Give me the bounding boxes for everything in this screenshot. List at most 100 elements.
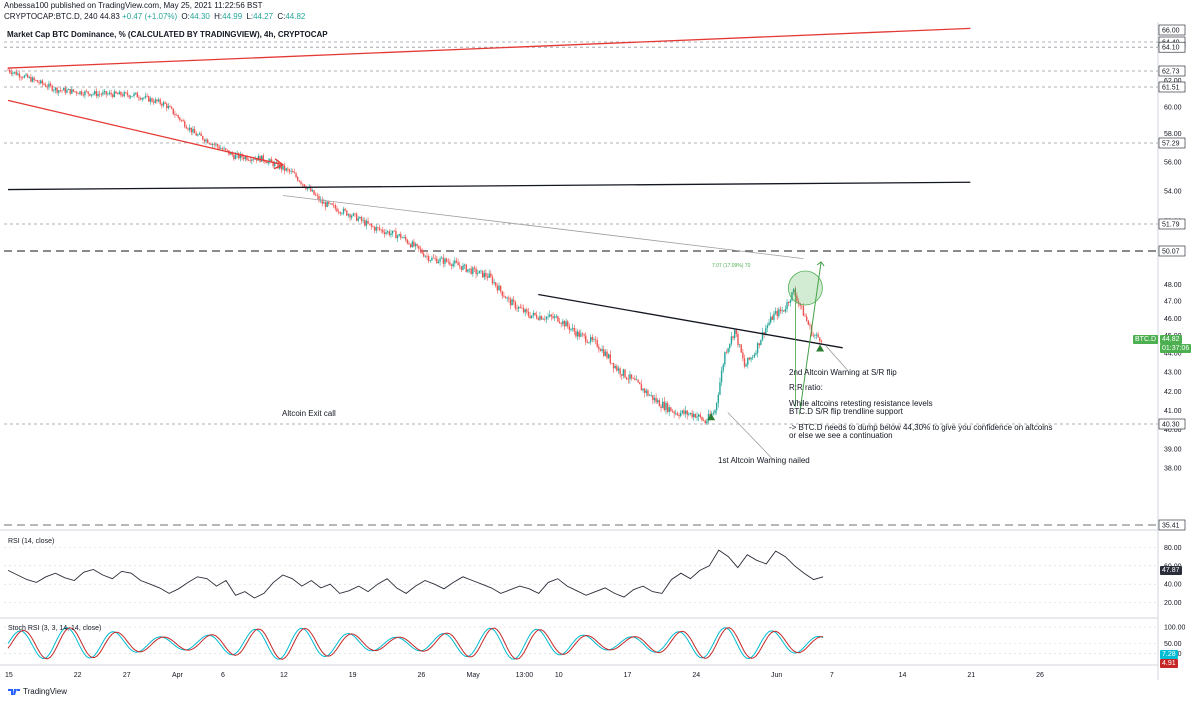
projection-arrowhead — [816, 261, 825, 267]
stoch-pane-label: Stoch RSI (3, 3, 14, 14, close) — [8, 625, 102, 632]
candle-body — [449, 262, 451, 265]
candle-body — [607, 354, 610, 358]
candle-body — [789, 300, 792, 303]
candle-body — [38, 82, 40, 84]
candle-body — [549, 314, 551, 317]
candle-body — [665, 403, 667, 410]
price-level-tag-text: 62.73 — [1162, 69, 1180, 76]
candle-body — [786, 302, 788, 310]
candle-body — [768, 322, 770, 326]
candle-body — [706, 421, 708, 424]
candle-body — [693, 414, 695, 418]
candle-body — [282, 165, 284, 170]
candle-body — [783, 310, 785, 312]
candle-body — [550, 314, 553, 317]
candle-body — [817, 334, 819, 338]
candle-body — [807, 320, 810, 325]
warning-up-arrow-icon — [707, 413, 716, 421]
candle-body — [802, 305, 805, 316]
candle-body — [411, 241, 413, 248]
x-axis-tick-label: May — [467, 672, 481, 679]
candle-body — [737, 333, 739, 345]
candle-body — [594, 339, 597, 341]
candle-body — [383, 232, 386, 235]
candle-body — [414, 243, 417, 247]
candle-body — [395, 230, 397, 239]
candle-body — [123, 92, 125, 97]
rsi-axis-tick-label: 20.00 — [1164, 600, 1182, 607]
candle-body — [216, 144, 219, 147]
candle-body — [619, 368, 621, 375]
candle-body — [416, 243, 418, 246]
dump-note-2: or else we see a continuation — [789, 431, 893, 440]
candle-body — [200, 133, 202, 137]
candle-body — [41, 80, 44, 84]
candle-body — [637, 379, 639, 383]
candle-body — [331, 203, 333, 205]
candle-body — [632, 378, 634, 379]
candle-body — [157, 99, 160, 102]
candle-body — [203, 139, 206, 142]
candle-body — [341, 213, 343, 215]
candle-body — [485, 272, 487, 277]
candle-body — [61, 90, 63, 91]
candle-body — [501, 291, 503, 296]
candle-body — [539, 316, 541, 320]
candle-body — [616, 366, 618, 371]
candle-body — [326, 201, 328, 207]
price-axis-tick-label: 39.00 — [1164, 446, 1182, 453]
candle-body — [727, 348, 729, 353]
candle-body — [95, 91, 98, 97]
candle-body — [814, 335, 816, 337]
candle-body — [393, 230, 395, 232]
candle-body — [121, 95, 124, 97]
candle-body — [305, 186, 307, 190]
price-axis-tick-label: 60.00 — [1164, 105, 1182, 112]
candle-body — [787, 302, 790, 303]
candle-body — [699, 414, 702, 418]
candle-body — [300, 181, 302, 184]
candle-body — [519, 306, 521, 308]
price-axis-tick-label: 48.00 — [1164, 282, 1182, 289]
candle-body — [421, 249, 423, 254]
candle-body — [498, 285, 500, 291]
symbol-price-tag: BTC.D — [1133, 335, 1158, 344]
price-level-tag-text: 64.10 — [1162, 45, 1180, 52]
candle-body — [293, 172, 296, 174]
candle-body — [820, 340, 823, 342]
candle-body — [231, 152, 233, 156]
candle-body — [409, 244, 412, 248]
candle-body — [490, 273, 492, 277]
candle-body — [234, 154, 237, 160]
candle-body — [406, 239, 409, 244]
candle-body — [436, 258, 438, 264]
candle-body — [252, 159, 255, 161]
low-label: L: — [246, 12, 254, 21]
rsi-axis-tick-label: 80.00 — [1164, 545, 1182, 552]
candle-body — [31, 77, 34, 82]
candle-body — [97, 93, 99, 97]
candle-body — [108, 92, 111, 94]
publisher-line: Anbessa100 published on TradingView.com,… — [4, 1, 263, 10]
candle-body — [809, 324, 811, 326]
candle-body — [87, 91, 89, 94]
candle-body — [67, 88, 70, 90]
candle-body — [25, 74, 27, 76]
candle-body — [575, 331, 577, 337]
trendline-gray — [282, 195, 804, 260]
candle-body — [8, 69, 11, 73]
candle-body — [380, 229, 382, 231]
candle-body — [246, 156, 248, 160]
candle-body — [151, 98, 153, 102]
last-value: 44.83 — [99, 12, 120, 21]
candle-body — [483, 272, 485, 278]
rsi-last-tag: 47.87 — [1160, 566, 1182, 575]
candle-body — [401, 237, 404, 239]
candle-body — [242, 157, 245, 160]
stoch-d-line — [7, 627, 824, 660]
candle-body — [583, 334, 585, 336]
candle-body — [591, 337, 593, 340]
candle-body — [408, 243, 410, 245]
candle-body — [763, 332, 765, 335]
